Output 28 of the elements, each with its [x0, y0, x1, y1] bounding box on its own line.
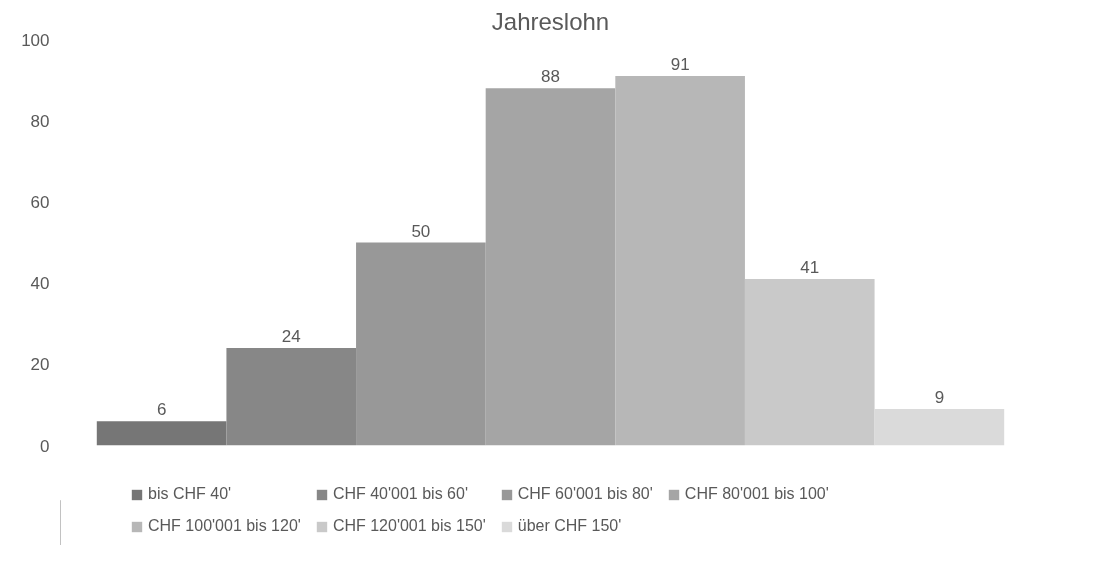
chart-title: Jahreslohn — [491, 7, 610, 35]
legend-label: über CHF 150' — [517, 517, 622, 535]
y-tick-label: 20 — [30, 355, 50, 375]
bar — [874, 408, 1005, 446]
y-tick-label: 60 — [30, 192, 50, 212]
data-label: 24 — [281, 327, 301, 347]
legend-label: bis CHF 40' — [148, 485, 232, 503]
legend-label: CHF 100'001 bis 120' — [148, 517, 301, 535]
bar — [226, 348, 357, 446]
bar — [615, 76, 745, 446]
data-label: 9 — [934, 387, 945, 407]
data-label: 91 — [670, 55, 690, 75]
bar — [96, 421, 227, 446]
y-tick-label: 40 — [30, 274, 50, 294]
legend-label: CHF 60'001 bis 80' — [517, 485, 653, 503]
bar — [356, 242, 486, 446]
legend-label: CHF 80'001 bis 100' — [684, 485, 829, 503]
data-label: 6 — [156, 400, 167, 420]
y-tick-label: 80 — [30, 111, 50, 131]
bar — [485, 88, 616, 446]
data-label: 41 — [800, 258, 820, 278]
legend-label: CHF 120'001 bis 150' — [332, 517, 486, 535]
data-label: 50 — [411, 221, 431, 241]
bar — [744, 279, 875, 446]
legend-label: CHF 40'001 bis 60' — [332, 485, 468, 503]
y-tick-label: 100 — [21, 30, 50, 50]
y-tick-label: 0 — [40, 436, 50, 456]
data-label: 88 — [541, 67, 560, 87]
